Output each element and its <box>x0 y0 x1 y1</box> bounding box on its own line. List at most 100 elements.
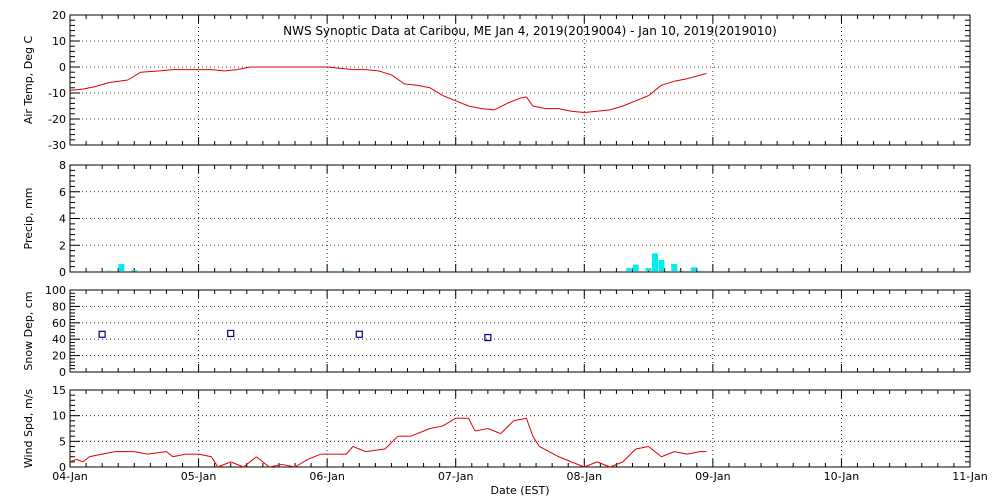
y-tick-label: 2 <box>59 239 66 252</box>
air-temp-segment <box>224 69 238 72</box>
wind-speed-segment <box>635 445 649 450</box>
wind-speed-segment <box>198 453 212 458</box>
wind-speed-segment <box>474 428 488 432</box>
air-temp-segment <box>95 82 109 87</box>
air-temp-segment <box>661 80 675 86</box>
wind-speed-segment <box>76 458 84 463</box>
air-temp-segment <box>339 67 353 71</box>
x-tick-label: 05-Jan <box>181 470 217 483</box>
wind-speed-segment <box>282 463 296 468</box>
snow-depth-point <box>355 330 363 338</box>
y-tick-label: 0 <box>59 461 66 474</box>
wind-speed-segment <box>230 461 244 468</box>
air-temp-segment <box>648 84 662 96</box>
precip-bar <box>632 264 639 271</box>
air-temp-segment <box>622 100 636 107</box>
wind-speed-segment <box>596 461 611 468</box>
air-temp-segment <box>140 70 161 73</box>
panel-frame <box>69 389 971 468</box>
panel-frame <box>69 289 971 373</box>
y-tick-label: 8 <box>59 159 66 172</box>
wind-speed-segment <box>429 425 443 429</box>
y-axis-label: Snow Dep, cm <box>22 291 35 370</box>
wind-speed-segment <box>558 456 572 463</box>
air-temp-segment <box>417 84 431 89</box>
y-tick-label: 0 <box>59 61 66 74</box>
wind-speed-segment <box>172 453 186 458</box>
y-tick-label: 6 <box>59 186 66 199</box>
air-temp-segment <box>597 109 611 112</box>
wind-speed-segment <box>243 456 257 468</box>
precip-bar <box>671 263 678 271</box>
precip-bar <box>118 263 125 271</box>
air-temp-segment <box>674 78 688 82</box>
wind-speed-segment <box>487 428 501 435</box>
panel-precip: 8 6 4 2 0 Precip, mm <box>22 159 971 279</box>
air-temp-segment <box>494 102 508 111</box>
x-tick-label: 10-Jan <box>824 470 860 483</box>
air-temp-segment <box>82 86 96 90</box>
y-tick-label: 10 <box>52 410 66 423</box>
wind-speed-segment <box>294 458 309 468</box>
wind-speed-segment <box>525 418 534 437</box>
precip-bar <box>652 253 658 271</box>
wind-speed-segment <box>307 453 321 460</box>
wind-speed-segment <box>147 451 167 455</box>
y-axis-label: Air Temp, Deg C <box>22 36 35 125</box>
air-temp-segment <box>108 79 128 84</box>
air-temp-segment <box>468 105 482 110</box>
y-tick-label: 100 <box>45 284 66 297</box>
air-temp-segment <box>635 95 649 102</box>
y-tick-label: 0 <box>59 266 66 279</box>
precip-bar <box>626 267 633 271</box>
x-tick-label: 06-Jan <box>309 470 345 483</box>
wind-speed-segment <box>217 461 231 468</box>
wind-speed-segment <box>532 435 540 447</box>
wind-speed-segment <box>69 458 77 463</box>
air-temp-segment <box>526 96 534 107</box>
wind-speed-segment <box>661 451 675 458</box>
wind-speed-segment <box>674 451 688 455</box>
y-axis-label: Wind Spd, m/s <box>22 389 35 469</box>
y-tick-label: 60 <box>52 317 66 330</box>
y-tick-label: -30 <box>48 139 66 152</box>
precip-bar <box>690 267 697 271</box>
wind-speed-segment <box>365 448 386 453</box>
wind-speed-segment <box>89 453 103 458</box>
y-tick-label: 20 <box>52 350 66 363</box>
x-tick-label: 11-Jan <box>952 470 988 483</box>
wind-speed-segment <box>571 461 585 468</box>
y-tick-label: -10 <box>48 87 66 100</box>
snow-depth-point <box>484 333 492 342</box>
wind-speed-segment <box>384 435 399 450</box>
air-temp-segment <box>571 110 585 113</box>
y-axis-label: Precip, mm <box>22 188 35 250</box>
panel-air-temp: 20 10 0 -10 -20 -30 Air Temp, Deg C <box>22 9 971 152</box>
x-tick-label: 04-Jan <box>52 470 88 483</box>
wind-speed-segment <box>410 428 431 437</box>
air-temp-segment <box>532 105 546 110</box>
air-temp-segment <box>365 69 379 72</box>
air-temp-segment <box>584 110 598 113</box>
y-tick-label: 4 <box>59 213 66 226</box>
y-tick-label: 40 <box>52 333 66 346</box>
wind-speed-segment <box>102 451 116 455</box>
air-temp-segment <box>558 108 572 112</box>
precip-bar <box>645 267 652 271</box>
air-temp-segment <box>687 73 707 80</box>
x-tick-label: 08-Jan <box>567 470 603 483</box>
wind-speed-segment <box>687 451 701 455</box>
panel-snow-depth: 100 80 60 40 20 0 Snow Dep, cm <box>22 284 971 379</box>
wind-speed-segment <box>256 456 270 468</box>
air-temp-segment <box>429 87 444 97</box>
air-temp-segment <box>211 69 225 72</box>
y-tick-label: 5 <box>59 435 66 448</box>
air-temp-segment <box>455 100 469 107</box>
air-temp-segment <box>442 95 456 102</box>
wind-speed-segment <box>82 456 90 463</box>
wind-speed-segment <box>211 456 219 468</box>
precip-bar <box>658 259 665 271</box>
